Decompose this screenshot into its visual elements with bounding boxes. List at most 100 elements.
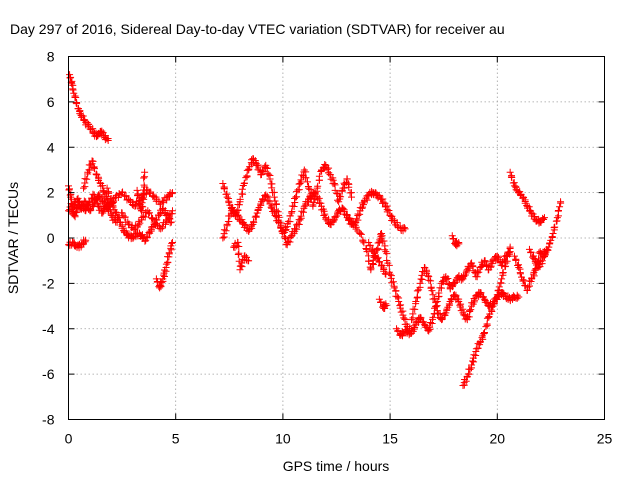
data-point-marker [311,189,319,197]
data-point-marker [506,243,514,251]
data-point-marker [145,210,153,218]
data-point-marker [539,254,547,262]
data-point-marker [549,229,557,237]
data-point-marker [257,201,265,209]
data-point-marker [369,256,377,264]
data-point-marker [234,251,242,259]
data-point-marker [294,220,302,228]
data-point-marker [488,260,496,268]
data-point-marker [306,194,314,202]
series-trace-21 [525,245,551,271]
y-tick-label: -8 [42,412,55,428]
data-point-marker [76,107,84,115]
data-point-marker [140,181,148,189]
data-point-marker [430,295,438,303]
data-point-marker [259,168,267,176]
data-point-marker [337,193,345,201]
data-point-marker [359,201,367,209]
data-point-marker [168,189,176,197]
x-tick-label: 25 [597,431,613,447]
data-point-marker [543,245,551,253]
data-point-marker [265,170,273,178]
data-point-marker [506,168,514,176]
data-point-marker [302,174,310,182]
y-tick-label: -4 [42,321,55,337]
data-point-marker [83,175,91,183]
data-point-marker [503,252,511,260]
data-point-marker [302,168,310,176]
data-point-marker [282,226,290,234]
data-point-marker [469,357,477,365]
data-point-marker [315,172,323,180]
data-point-marker [497,279,505,287]
x-tick-label: 5 [172,431,180,447]
data-point-marker [137,207,145,215]
data-point-marker [147,188,155,196]
series-trace-6 [80,157,113,208]
data-point-marker [352,223,360,231]
data-point-marker [381,270,389,278]
data-point-marker [275,213,283,221]
chart-title: Day 297 of 2016, Sidereal Day-to-day VTE… [10,21,505,37]
data-point-marker [508,174,516,182]
data-point-marker [73,100,81,108]
data-point-marker [158,278,166,286]
data-point-marker [240,179,248,187]
data-point-marker [89,190,97,198]
data-point-marker [136,219,144,227]
data-point-marker [245,257,253,265]
data-point-marker [125,196,133,204]
data-point-marker [538,257,546,265]
data-point-marker [138,214,146,222]
data-point-marker [516,269,524,277]
series-trace-17 [448,232,463,250]
data-point-marker [222,227,230,235]
data-point-marker [69,85,77,93]
data-point-marker [386,211,394,219]
data-point-marker [236,195,244,203]
data-point-marker [466,307,474,315]
x-tick-label: 10 [275,431,291,447]
data-point-marker [104,197,112,205]
data-point-marker [310,199,318,207]
data-point-marker [505,248,513,256]
data-point-marker [162,260,170,268]
data-point-marker [475,268,483,276]
data-point-marker [145,209,153,217]
data-point-marker [321,210,329,218]
data-point-marker [510,252,518,260]
data-point-marker [166,219,174,227]
data-point-marker [405,329,413,337]
x-tick-label: 20 [490,431,506,447]
data-point-marker [259,167,267,175]
data-point-marker [367,264,375,272]
y-tick-label: 8 [47,49,55,65]
data-point-marker [365,257,373,265]
data-point-marker [86,198,94,206]
data-point-marker [167,218,175,226]
data-point-marker [81,238,89,246]
y-tick-label: 0 [47,230,55,246]
data-point-marker [143,233,151,241]
data-point-marker [82,236,90,244]
data-point-marker [163,211,171,219]
data-point-marker [425,327,433,335]
data-point-marker [376,258,384,266]
data-point-marker [220,226,228,234]
data-point-marker [102,193,110,201]
data-point-marker [385,206,393,214]
data-point-marker [521,197,529,205]
data-point-marker [297,212,305,220]
data-point-marker [223,193,231,201]
data-point-marker [490,300,498,308]
data-point-marker [147,214,155,222]
series-trace-8 [152,239,176,292]
data-point-marker [331,186,339,194]
data-point-marker [323,165,331,173]
data-point-marker [254,207,262,215]
data-point-marker [321,161,329,169]
data-point-marker [554,207,562,215]
data-point-marker [481,257,489,265]
data-point-marker [416,279,424,287]
series-trace-18 [459,243,514,389]
